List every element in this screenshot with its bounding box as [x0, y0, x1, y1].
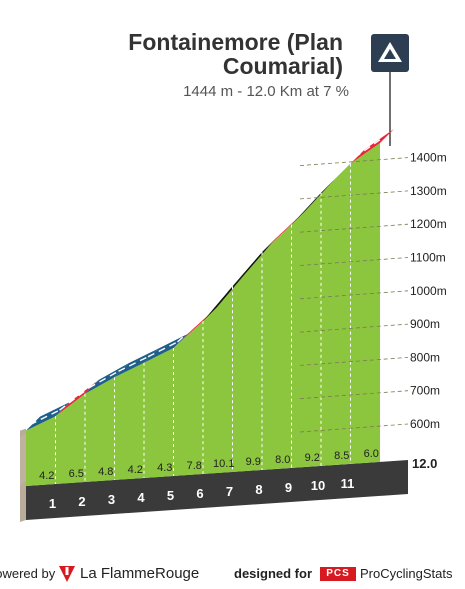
road-centerline — [59, 387, 90, 411]
grid-lines — [55, 157, 409, 484]
km-strip — [26, 460, 408, 520]
powered-by-text: powered by — [0, 566, 56, 581]
y-tick-label: 600m — [410, 417, 440, 431]
gradient-label: 10.1 — [213, 458, 234, 470]
profile-segment-fill — [232, 252, 262, 472]
profile-segment-fill — [291, 192, 321, 468]
y-tick-label: 1200m — [410, 217, 447, 231]
gradient-label: 4.8 — [98, 466, 113, 478]
road-centerline — [147, 341, 178, 358]
road-centerline — [206, 279, 238, 316]
profile-segment-fill — [85, 377, 115, 482]
y-tick-label: 800m — [410, 350, 440, 364]
y-tick-label: 900m — [410, 317, 440, 331]
road-segment — [203, 272, 247, 322]
road-centerline — [324, 157, 355, 188]
road-segment — [350, 128, 394, 164]
gradient-label: 9.9 — [246, 456, 261, 468]
km-label: 8 — [255, 482, 262, 497]
gradient-label: 7.8 — [187, 460, 202, 472]
profile-segment-fill — [144, 347, 174, 478]
page-title: Fontainemore (Plan Coumarial) — [128, 30, 343, 78]
road-centerline — [177, 314, 208, 343]
profile-segment-fill — [55, 393, 85, 484]
profile-segment-fill — [350, 142, 380, 464]
gradient-labels: 4.2 6.5 4.8 4.2 4.3 7.8 10.1 9.9 8.0 9.2 8.5 6.0 — [39, 448, 379, 482]
y-tick-label: 1100m — [410, 251, 446, 265]
gradient-label: 8.0 — [275, 454, 290, 466]
end-km-label: 12.0 — [412, 456, 437, 471]
profile-segment-fill — [321, 163, 351, 466]
road-segment — [232, 238, 276, 287]
gradient-label: 9.2 — [305, 452, 320, 464]
road-segment — [291, 178, 335, 225]
km-label: 2 — [78, 494, 85, 509]
pcs-name: ProCyclingStats — [360, 566, 453, 581]
km-label: 1 — [49, 496, 56, 511]
summit-badge — [371, 34, 409, 72]
road-segment — [173, 307, 217, 348]
y-tick-label: 700m — [410, 384, 440, 398]
km-label: 4 — [137, 490, 145, 505]
y-tick-label: 1400m — [410, 151, 447, 165]
pcs-badge: PCS — [320, 567, 356, 581]
y-tick-label: 1300m — [410, 184, 447, 198]
km-labels: 1 2 3 4 5 6 7 8 9 10 11 12.0 — [49, 456, 437, 511]
profile-segment-fill — [26, 416, 56, 486]
brand-la-flamme-rouge: La FlammeRouge — [80, 565, 200, 582]
road-centerline — [118, 356, 149, 372]
title-line-2: Coumarial) — [222, 53, 343, 79]
title-line-1: Fontainemore (Plan — [128, 29, 343, 55]
km-label: 7 — [226, 484, 233, 499]
climb-subtitle: 1444 m - 12.0 Km at 7 % — [183, 83, 349, 100]
profile-segment-fill — [173, 321, 203, 476]
road-centerline — [354, 136, 385, 159]
profile-segment-fill — [262, 224, 292, 470]
gradient-label: 4.2 — [128, 464, 143, 476]
km-label: 11 — [341, 476, 355, 491]
road-bands — [26, 128, 394, 431]
y-axis-labels: 600m 700m 800m 900m 1000m 1100m 1200m 1300m 1400… — [410, 151, 447, 431]
km-label: 6 — [196, 486, 203, 501]
road-segment — [26, 402, 70, 431]
designed-for-text: designed for — [234, 566, 313, 581]
gradient-label: 4.3 — [157, 462, 172, 474]
profile-segment-fill — [114, 362, 144, 480]
mountain-summit-icon — [378, 42, 402, 62]
gradient-segments — [26, 142, 380, 486]
road-segment — [321, 149, 365, 193]
km-label: 5 — [167, 488, 174, 503]
gradient-label: 6.0 — [364, 448, 379, 460]
road-centerline — [235, 245, 267, 281]
gradient-label: 6.5 — [69, 468, 84, 480]
gradient-label: 8.5 — [334, 450, 349, 462]
y-tick-label: 1000m — [410, 284, 447, 298]
flamme-rouge-flag-icon — [59, 566, 75, 582]
road-segment — [262, 210, 306, 253]
road-centerline — [88, 370, 119, 389]
elevation-profile-chart: 600m 700m 800m 900m 1000m 1100m 1200m 1300m 1400… — [20, 72, 447, 522]
profile-segment-fill — [203, 286, 233, 474]
gradient-label: 4.2 — [39, 470, 54, 482]
km-label: 10 — [311, 478, 325, 493]
km-label: 9 — [285, 480, 292, 495]
road-segment — [144, 333, 188, 363]
road-segment — [55, 379, 99, 417]
road-centerline — [29, 409, 60, 426]
road-segment — [85, 363, 129, 394]
footer: powered by La FlammeRouge designed for P… — [0, 562, 465, 586]
road-centerline — [265, 218, 296, 247]
km-label: 3 — [108, 492, 115, 507]
road-centerline — [294, 186, 326, 220]
road-segment — [114, 348, 158, 378]
